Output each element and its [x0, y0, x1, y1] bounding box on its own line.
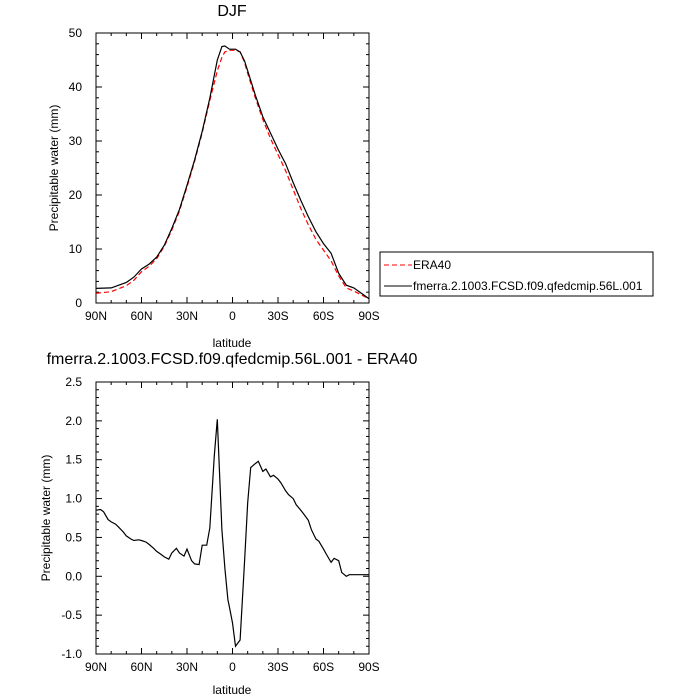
- top-chart-ylabel: Precipitable water (mm): [47, 105, 61, 232]
- x-tick-label: 90S: [358, 660, 379, 674]
- y-tick-label: 40: [69, 80, 83, 94]
- y-tick-label: 2.5: [65, 375, 82, 389]
- x-tick-label: 30N: [176, 309, 198, 323]
- y-tick-label: -0.5: [61, 608, 82, 622]
- series-line-0-1: [95, 45, 370, 300]
- x-tick-label: 30N: [176, 660, 198, 674]
- y-tick-label: 0.5: [65, 530, 82, 544]
- legend-label-model: fmerra.2.1003.FCSD.f09.qfedcmip.56L.001: [413, 279, 643, 293]
- y-tick-label: 0: [75, 296, 82, 310]
- x-tick-label: 90N: [85, 660, 107, 674]
- bottom-chart-xlabel: latitude: [213, 683, 252, 697]
- y-tick-label: 2.0: [65, 414, 82, 428]
- y-tick-label: -1.0: [61, 647, 82, 661]
- x-tick-label: 60N: [130, 309, 152, 323]
- x-tick-label: 60N: [130, 660, 152, 674]
- y-tick-label: 1.5: [65, 453, 82, 467]
- x-tick-label: 90S: [358, 309, 379, 323]
- legend: ERA40 fmerra.2.1003.FCSD.f09.qfedcmip.56…: [379, 251, 654, 297]
- plot-frame: [95, 32, 370, 304]
- x-tick-label: 30S: [267, 660, 288, 674]
- x-tick-label: 60S: [313, 660, 334, 674]
- x-tick-label: 60S: [313, 309, 334, 323]
- top-chart-xlabel: latitude: [213, 336, 252, 350]
- y-tick-label: 0.0: [65, 569, 82, 583]
- legend-box: [379, 251, 654, 297]
- y-tick-label: 30: [69, 134, 83, 148]
- bottom-chart-panel: fmerra.2.1003.FCSD.f09.qfedcmip.56L.001 …: [39, 351, 418, 697]
- x-tick-label: 90N: [85, 309, 107, 323]
- legend-label-era40: ERA40: [413, 258, 451, 272]
- top-chart-title: DJF: [217, 3, 247, 20]
- y-tick-label: 1.0: [65, 492, 82, 506]
- plot-frame: [95, 381, 370, 655]
- x-tick-label: 0: [229, 309, 236, 323]
- x-tick-label: 0: [229, 660, 236, 674]
- top-chart-panel: DJF latitude Precipitable water (mm) 90N…: [47, 3, 380, 350]
- y-tick-label: 10: [69, 242, 83, 256]
- y-tick-label: 50: [69, 26, 83, 40]
- y-tick-label: 20: [69, 188, 83, 202]
- series-line-0-0: [95, 49, 370, 300]
- x-tick-label: 30S: [267, 309, 288, 323]
- bottom-chart-title: fmerra.2.1003.FCSD.f09.qfedcmip.56L.001 …: [47, 351, 418, 368]
- series-line-1-0: [95, 419, 369, 648]
- bottom-chart-ylabel: Precipitable water (mm): [39, 455, 53, 582]
